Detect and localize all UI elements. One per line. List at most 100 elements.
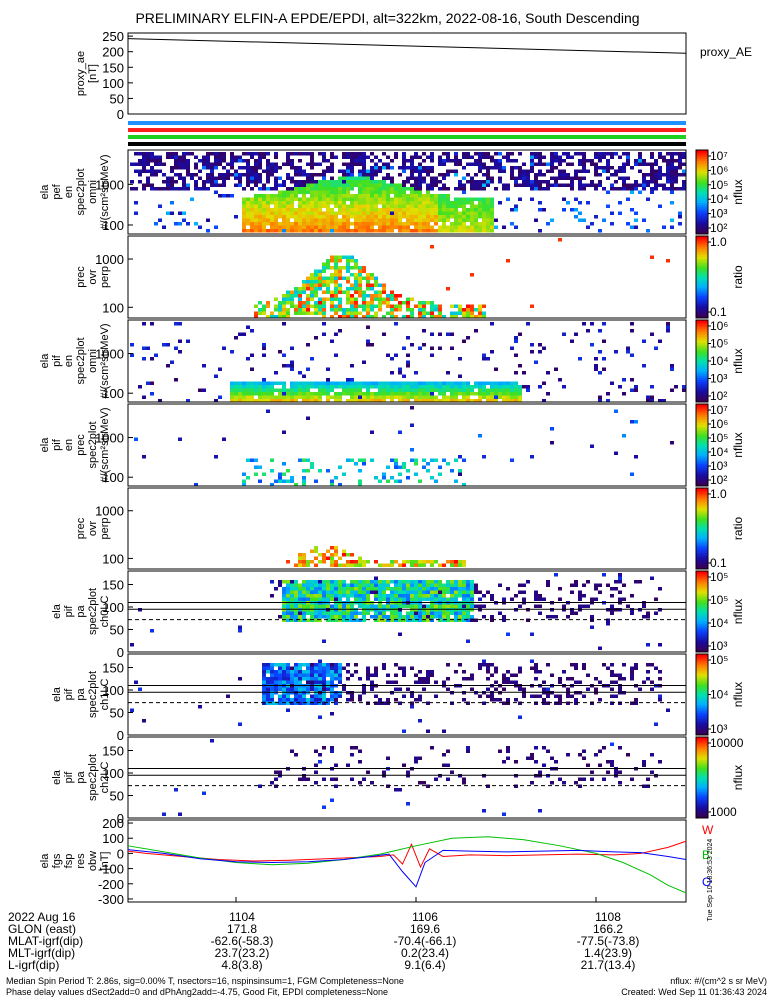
pif-prec-colorbar-tick-label: 10⁵	[710, 431, 728, 445]
footer-line-1: Median Spin Period T: 2.86s, sig=0.00% T…	[6, 976, 404, 986]
orbit-col-time-1: 1106	[412, 910, 438, 924]
ch0lc-colorbar-frame	[695, 570, 709, 653]
ch0lc-ylabel-line-0: ela	[51, 603, 63, 619]
pif-omni-colorbar-label: nflux	[731, 348, 745, 373]
orbit-row-label-3: MLT-igrf(dip)	[8, 946, 75, 960]
orbit-value: 9.1(6.4)	[404, 958, 445, 972]
pif-omni-ylabel-line-5: #/(scm²strMeV)	[99, 323, 111, 398]
proxy-ae-y-tick-label: 150	[102, 60, 124, 75]
orbit-row-label-1: GLON (east)	[8, 922, 76, 936]
footer-units: nflux: #/(cm^2 s sr MeV)	[670, 976, 767, 986]
ch2lc-ylabel-line-1: pif	[63, 771, 75, 784]
ch0lc-colorbar-tick-label: 10⁴	[710, 616, 729, 630]
status-bar-3	[128, 142, 686, 146]
orbit-value: 169.6	[410, 922, 440, 936]
ch1lc-colorbar-tick-label: 10⁵	[710, 653, 728, 667]
pif-omni-heatmap-frame	[127, 319, 687, 403]
proxy-ae-ylabel-line-1: [nT]	[87, 64, 99, 83]
pef-omni-colorbar-tick-label: 10²	[710, 221, 727, 235]
orbit-value: 4.8(3.8)	[221, 958, 262, 972]
ch2lc-heatmap-cells	[162, 739, 662, 816]
ch0lc-y-tick-label: 0	[117, 645, 124, 660]
ch2lc-colorbar-label: nflux	[731, 765, 745, 790]
pef-omni-ylabel-line-2: en	[63, 186, 75, 198]
pef-omni-heatmap-cells	[130, 152, 686, 233]
pef-omni-y-tick-label: 100	[102, 218, 124, 233]
proxy-ae-y-tick-label: 0	[117, 107, 124, 122]
pef-omni-ylabel-line-5: #/(scm²strMeV)	[99, 154, 111, 229]
pef-omni-colorbar-tick-label: 10⁶	[710, 163, 728, 177]
pif-prec-colorbar-tick-label: 10⁶	[710, 417, 728, 431]
ch2lc-y-tick-label: 50	[110, 789, 124, 804]
orbit-value: 1.4(23.9)	[584, 946, 632, 960]
pef-omni-colorbar-tick-label: 10⁴	[710, 192, 729, 206]
pif-ratio-ylabel-line-2: perp	[99, 517, 111, 539]
pif-omni-colorbar-tick-label: 10⁵	[710, 337, 728, 351]
footer-line-2: Phase delay values dSect2add=0 and dPhAn…	[6, 987, 389, 997]
pef-omni-colorbar	[696, 150, 708, 235]
ch1lc-ylabel-line-0: ela	[51, 686, 63, 702]
pef-omni-y-tick-label: 1000	[95, 177, 124, 192]
ch1lc-y-tick-label: 100	[102, 683, 124, 698]
pef-ratio-ylabel-line-0: prec	[75, 266, 87, 288]
ch2lc-y-tick-label: 100	[102, 766, 124, 781]
ch1lc-y-tick-label: 0	[117, 728, 124, 743]
ch1lc-ylabel-line-3: spec2plot	[87, 671, 99, 718]
pif-ratio-y-tick-label: 100	[102, 551, 124, 566]
pif-prec-y-tick-label: 100	[102, 470, 124, 485]
orbit-value: 166.2	[593, 922, 623, 936]
ch2lc-y-tick-label: 0	[117, 811, 124, 826]
pif-prec-colorbar-label: nflux	[731, 432, 745, 457]
ch2lc-ylabel-line-3: spec2plot	[87, 754, 99, 801]
ch2lc-ylabel-line-4: ch2LC	[99, 762, 111, 794]
pif-prec-heatmap-frame	[127, 403, 687, 487]
pif-ratio-heatmap-cells	[286, 546, 466, 567]
orbit-row-label-4: L-igrf(dip)	[8, 958, 59, 972]
proxy-ae-panel	[127, 32, 687, 115]
pif-ratio-ylabel-line-1: ovr	[87, 521, 99, 537]
ch1lc-colorbar-tick-label: 10³	[710, 722, 727, 736]
proxy-ae-y-tick-label: 100	[102, 76, 124, 91]
pif-prec-ylabel-line-3: prec	[75, 434, 87, 456]
orbit-value: -77.5(-73.8)	[577, 934, 640, 948]
fgs-series-B	[127, 836, 687, 894]
ch1lc-heatmap-cells	[130, 659, 670, 733]
fgs-legend-W: W	[702, 823, 714, 837]
fgs-legend-O: O	[702, 875, 711, 889]
fgs-legend-B: B	[702, 848, 710, 862]
pef-omni-ylabel-line-0: ela	[39, 184, 51, 200]
pef-omni-colorbar-tick-label: 10⁵	[710, 178, 728, 192]
pif-omni-colorbar	[696, 320, 708, 403]
ch1lc-y-tick-label: 50	[110, 706, 124, 721]
pif-prec-colorbar-tick-label: 10⁴	[710, 445, 729, 459]
ch2lc-ylabel-line-0: ela	[51, 769, 63, 785]
pef-omni-colorbar-tick-label: 10³	[710, 207, 727, 221]
proxy-ae-y-tick-label: 250	[102, 29, 124, 44]
fgs-ylabel-line-2: fsp	[63, 854, 75, 869]
pef-omni-colorbar-label: nflux	[731, 179, 745, 204]
pif-prec-y-tick-label: 1000	[95, 431, 124, 446]
pef-ratio-colorbar-tick-label: 1.0	[710, 235, 727, 249]
status-bar-0	[128, 121, 686, 125]
pif-omni-y-tick-label: 1000	[95, 347, 124, 362]
orbit-col-time-0: 1104	[229, 910, 255, 924]
fgs-series-O	[127, 849, 687, 888]
pef-omni-ylabel-line-4: omni	[87, 180, 99, 204]
pef-ratio-colorbar-tick-label: 0.1	[710, 305, 727, 319]
ch0lc-ylabel-line-2: pa	[75, 605, 87, 618]
pef-ratio-ylabel-line-2: perp	[99, 266, 111, 288]
fgs-y-tick-label: -300	[98, 892, 124, 907]
side-timestamp: Tue Sep 10 18:36:53 2024	[707, 839, 714, 922]
pif-omni-colorbar-tick-label: 10³	[710, 372, 727, 386]
fgs-y-tick-label: -100	[98, 862, 124, 877]
pef-ratio-colorbar	[696, 236, 708, 319]
ch2lc-heatmap-frame	[127, 736, 687, 819]
orbit-value: 0.2(23.4)	[401, 946, 449, 960]
proxy-ae-ylabel-line-0: proxy_ae	[75, 51, 87, 96]
status-bar-2	[128, 135, 686, 139]
pif-omni-ylabel-line-2: en	[63, 355, 75, 367]
footer-created: Created: Wed Sep 11 01:36:43 2024	[621, 987, 767, 997]
orbit-value: 171.8	[227, 922, 257, 936]
pif-prec-colorbar	[696, 404, 708, 487]
